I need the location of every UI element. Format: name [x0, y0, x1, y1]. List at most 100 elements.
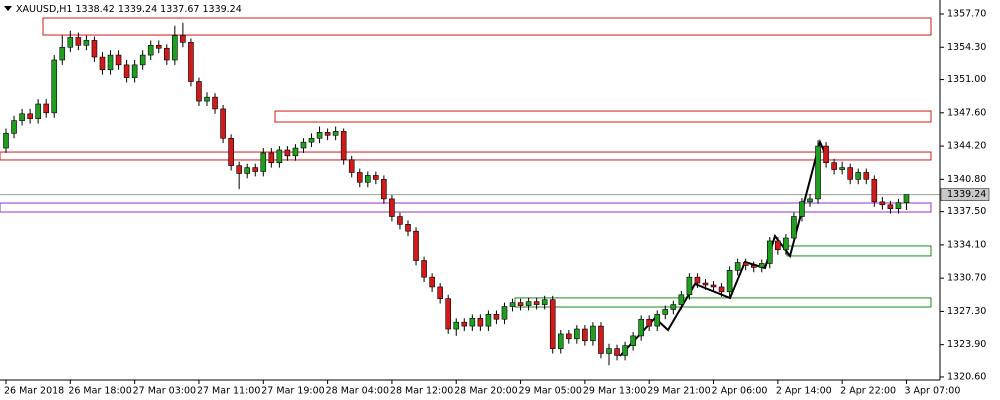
candle-body: [59, 46, 66, 61]
last-high: 1339.24: [118, 4, 157, 15]
candle-body: [316, 132, 323, 139]
candle-body: [726, 270, 733, 293]
candle-body: [437, 286, 443, 299]
y-tick-label: 1337.50: [947, 206, 986, 217]
candle-body: [373, 175, 379, 180]
candle-body: [300, 141, 307, 149]
x-tick-label: 26 Mar 18:00: [68, 386, 131, 397]
candle-body: [260, 152, 267, 172]
candle-body: [823, 145, 829, 164]
zone: [274, 110, 932, 123]
candle-body: [172, 35, 178, 61]
zone: [42, 17, 932, 36]
candle-body: [356, 172, 363, 183]
candle-body: [252, 167, 259, 172]
zones: [0, 17, 940, 308]
candle-body: [397, 216, 403, 225]
x-tick-label: 27 Mar 03:00: [133, 386, 196, 397]
candle-body: [742, 262, 749, 266]
candle-body: [606, 348, 612, 354]
candle-body: [180, 35, 186, 43]
candle-body: [421, 260, 427, 278]
candle-body: [557, 333, 564, 349]
candle-body: [879, 201, 886, 206]
candle-body: [614, 348, 620, 356]
candle-body: [686, 276, 693, 296]
candle-body: [887, 204, 894, 209]
x-tick-label: 26 Mar 2018: [4, 386, 64, 397]
candle-body: [188, 42, 194, 82]
candle-body: [799, 201, 805, 217]
y-tick-label: 1320.60: [947, 371, 986, 382]
axes: 1357.70 1354.30 1351.00 1347.60 1344.20 1340.…: [4, 8, 986, 396]
candle-body: [654, 314, 661, 327]
candle-body: [855, 172, 862, 180]
candle-body: [340, 131, 347, 161]
x-tick-label: 28 Mar 04:00: [326, 386, 389, 397]
candle-body: [783, 237, 789, 251]
x-tick-label: 29 Mar 05:00: [519, 386, 582, 397]
candle-body: [734, 262, 741, 271]
candle-body: [750, 265, 757, 268]
candle-body: [19, 113, 25, 121]
y-tick-label: 1327.30: [947, 306, 986, 317]
candle-body: [268, 152, 275, 164]
candle-body: [863, 172, 870, 180]
x-tick-label: 2 Apr 06:00: [712, 386, 768, 397]
candle-body: [533, 301, 540, 305]
candle-body: [147, 44, 154, 56]
y-tick-label: 1351.00: [947, 74, 986, 85]
candle-body: [364, 175, 371, 183]
candle-body: [766, 240, 773, 264]
x-tick-label: 27 Mar 19:00: [261, 386, 324, 397]
candle-body: [839, 167, 845, 170]
candle-body: [694, 276, 701, 284]
candle-body: [164, 47, 170, 61]
candle-body: [3, 133, 9, 149]
candle-body: [574, 328, 580, 340]
candle-body: [220, 108, 226, 139]
candle-body: [67, 37, 74, 48]
zone: [0, 151, 932, 161]
y-tick-label: 1357.70: [947, 8, 986, 19]
last-close: 1339.24: [202, 4, 241, 15]
candle-body: [43, 103, 50, 114]
candle-body: [131, 64, 138, 78]
x-tick-label: 28 Mar 20:00: [454, 386, 517, 397]
candle-body: [107, 54, 114, 71]
candles: [3, 22, 910, 366]
candle-body: [582, 328, 588, 342]
candle-body: [381, 179, 387, 200]
x-tick-label: 3 Apr 07:00: [904, 386, 960, 397]
candle-body: [292, 147, 299, 157]
y-tick-label: 1330.70: [947, 273, 986, 284]
candle-body: [831, 162, 837, 170]
candle-body: [871, 179, 878, 203]
x-tick-label: 28 Mar 12:00: [390, 386, 453, 397]
candle-body: [678, 294, 685, 305]
candle-body: [541, 299, 548, 305]
candle-body: [139, 54, 146, 66]
candle-body: [276, 149, 283, 164]
candle-body: [807, 198, 813, 203]
candle-body: [469, 317, 476, 327]
candle-body: [389, 198, 395, 217]
candle-body: [662, 309, 669, 315]
candle-body: [11, 120, 17, 134]
y-tick-label: 1354.30: [947, 42, 986, 53]
candle-body: [83, 40, 90, 46]
candle-body: [638, 318, 644, 337]
candle-body: [525, 301, 532, 306]
candle-body: [630, 335, 636, 346]
candle-body: [308, 137, 315, 143]
chart-title: XAUUSD,H1: [16, 4, 72, 15]
price-tag: 1339.24: [940, 188, 990, 201]
candle-body: [485, 314, 492, 327]
y-tick-label: 1347.60: [947, 107, 986, 118]
candle-body: [27, 113, 33, 119]
candle-body: [332, 131, 339, 136]
candle-body: [646, 318, 653, 327]
candle-body: [284, 149, 291, 157]
